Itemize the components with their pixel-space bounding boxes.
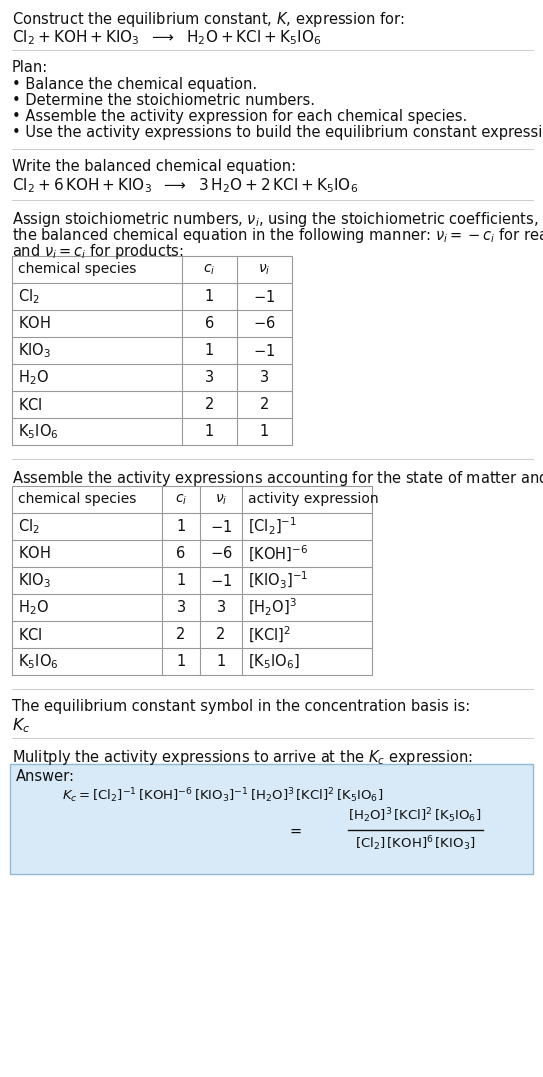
Text: 1: 1 (176, 573, 186, 588)
Text: $-6$: $-6$ (253, 316, 276, 332)
Text: $\mathrm{KCl}$: $\mathrm{KCl}$ (18, 396, 42, 412)
Text: 2: 2 (216, 627, 226, 642)
Bar (10, 764, 533, 875)
Text: 2: 2 (205, 397, 214, 412)
Text: $[\mathrm{KOH}]^{-6}$: $[\mathrm{KOH}]^{-6}$ (248, 544, 308, 563)
Text: $\nu_i$: $\nu_i$ (258, 263, 271, 277)
Text: $-1$: $-1$ (210, 573, 232, 588)
Text: $\mathrm{K_5IO_6}$: $\mathrm{K_5IO_6}$ (18, 422, 59, 440)
Text: $\mathrm{Cl_2 + 6\, KOH + KIO_3}$  $\longrightarrow$  $\mathrm{3\, H_2O + 2\, KC: $\mathrm{Cl_2 + 6\, KOH + KIO_3}$ $\long… (12, 176, 358, 195)
Bar (12, 486, 372, 675)
Text: $[\mathrm{Cl_2}]\,[\mathrm{KOH}]^6\,[\mathrm{KIO_3}]$: $[\mathrm{Cl_2}]\,[\mathrm{KOH}]^6\,[\ma… (355, 835, 475, 853)
Text: $\mathrm{Cl_2}$: $\mathrm{Cl_2}$ (18, 517, 40, 536)
Text: $[\mathrm{Cl_2}]^{-1}$: $[\mathrm{Cl_2}]^{-1}$ (248, 516, 297, 537)
Text: $[\mathrm{KCl}]^2$: $[\mathrm{KCl}]^2$ (248, 625, 291, 644)
Text: Plan:: Plan: (12, 60, 48, 75)
Text: 1: 1 (205, 289, 214, 304)
Bar (12, 256, 292, 445)
Text: 3: 3 (176, 600, 186, 615)
Text: 1: 1 (205, 424, 214, 439)
Text: $-1$: $-1$ (210, 518, 232, 534)
Text: Mulitply the activity expressions to arrive at the $K_c$ expression:: Mulitply the activity expressions to arr… (12, 749, 473, 767)
Text: $[\mathrm{K_5IO_6}]$: $[\mathrm{K_5IO_6}]$ (248, 653, 300, 671)
Text: 1: 1 (216, 654, 226, 669)
Text: 1: 1 (176, 654, 186, 669)
Text: $c_i$: $c_i$ (175, 492, 187, 506)
Text: • Use the activity expressions to build the equilibrium constant expression.: • Use the activity expressions to build … (12, 125, 543, 140)
Text: • Determine the stoichiometric numbers.: • Determine the stoichiometric numbers. (12, 93, 315, 108)
Text: $\mathrm{H_2O}$: $\mathrm{H_2O}$ (18, 368, 49, 387)
Text: Assign stoichiometric numbers, $\nu_i$, using the stoichiometric coefficients, $: Assign stoichiometric numbers, $\nu_i$, … (12, 210, 543, 229)
Text: 1: 1 (176, 519, 186, 534)
Text: $[\mathrm{H_2O}]^3\,[\mathrm{KCl}]^2\,[\mathrm{K_5IO_6}]$: $[\mathrm{H_2O}]^3\,[\mathrm{KCl}]^2\,[\… (349, 807, 482, 825)
Text: 6: 6 (205, 316, 214, 331)
Text: • Balance the chemical equation.: • Balance the chemical equation. (12, 76, 257, 92)
Text: Assemble the activity expressions accounting for the state of matter and $\nu_i$: Assemble the activity expressions accoun… (12, 468, 543, 488)
Text: $\mathrm{Cl_2}$: $\mathrm{Cl_2}$ (18, 288, 40, 306)
Text: $\nu_i$: $\nu_i$ (215, 492, 227, 506)
Text: $[\mathrm{H_2O}]^3$: $[\mathrm{H_2O}]^3$ (248, 597, 297, 618)
Text: Construct the equilibrium constant, $K$, expression for:: Construct the equilibrium constant, $K$,… (12, 10, 405, 29)
Text: $\mathrm{Cl_2 + KOH + KIO_3}$  $\longrightarrow$  $\mathrm{H_2O + KCl + K_5IO_6}: $\mathrm{Cl_2 + KOH + KIO_3}$ $\longrigh… (12, 28, 321, 46)
Text: 2: 2 (176, 627, 186, 642)
Text: 3: 3 (260, 370, 269, 384)
Text: $\mathrm{H_2O}$: $\mathrm{H_2O}$ (18, 598, 49, 617)
Text: chemical species: chemical species (18, 263, 136, 277)
Text: chemical species: chemical species (18, 492, 136, 506)
Text: $-1$: $-1$ (254, 289, 275, 305)
Text: $\mathrm{KCl}$: $\mathrm{KCl}$ (18, 627, 42, 643)
Text: 1: 1 (260, 424, 269, 439)
Text: Write the balanced chemical equation:: Write the balanced chemical equation: (12, 159, 296, 174)
Text: 6: 6 (176, 546, 186, 561)
Text: Answer:: Answer: (16, 769, 75, 784)
Text: $\mathrm{KIO_3}$: $\mathrm{KIO_3}$ (18, 571, 51, 590)
Text: $\mathrm{KIO_3}$: $\mathrm{KIO_3}$ (18, 341, 51, 360)
Text: $\mathrm{KOH}$: $\mathrm{KOH}$ (18, 316, 50, 332)
Text: 3: 3 (205, 370, 214, 384)
Text: $K_c = [\mathrm{Cl_2}]^{-1}\,[\mathrm{KOH}]^{-6}\,[\mathrm{KIO_3}]^{-1}\,[\mathr: $K_c = [\mathrm{Cl_2}]^{-1}\,[\mathrm{KO… (62, 786, 383, 806)
Text: and $\nu_i = c_i$ for products:: and $\nu_i = c_i$ for products: (12, 242, 184, 261)
Text: the balanced chemical equation in the following manner: $\nu_i = -c_i$ for react: the balanced chemical equation in the fo… (12, 226, 543, 244)
Text: 3: 3 (217, 600, 225, 615)
Text: 1: 1 (205, 342, 214, 358)
Text: $=$: $=$ (287, 823, 303, 838)
Text: $-6$: $-6$ (210, 545, 232, 561)
Text: $c_i$: $c_i$ (204, 263, 216, 277)
Text: $[\mathrm{KIO_3}]^{-1}$: $[\mathrm{KIO_3}]^{-1}$ (248, 570, 308, 591)
Text: $-1$: $-1$ (254, 342, 275, 359)
Text: 2: 2 (260, 397, 269, 412)
Text: activity expression: activity expression (248, 492, 378, 506)
Text: $\mathrm{KOH}$: $\mathrm{KOH}$ (18, 545, 50, 561)
Text: $\mathrm{K_5IO_6}$: $\mathrm{K_5IO_6}$ (18, 653, 59, 671)
Text: $K_c$: $K_c$ (12, 716, 30, 735)
Text: • Assemble the activity expression for each chemical species.: • Assemble the activity expression for e… (12, 109, 467, 124)
Text: The equilibrium constant symbol in the concentration basis is:: The equilibrium constant symbol in the c… (12, 699, 470, 714)
